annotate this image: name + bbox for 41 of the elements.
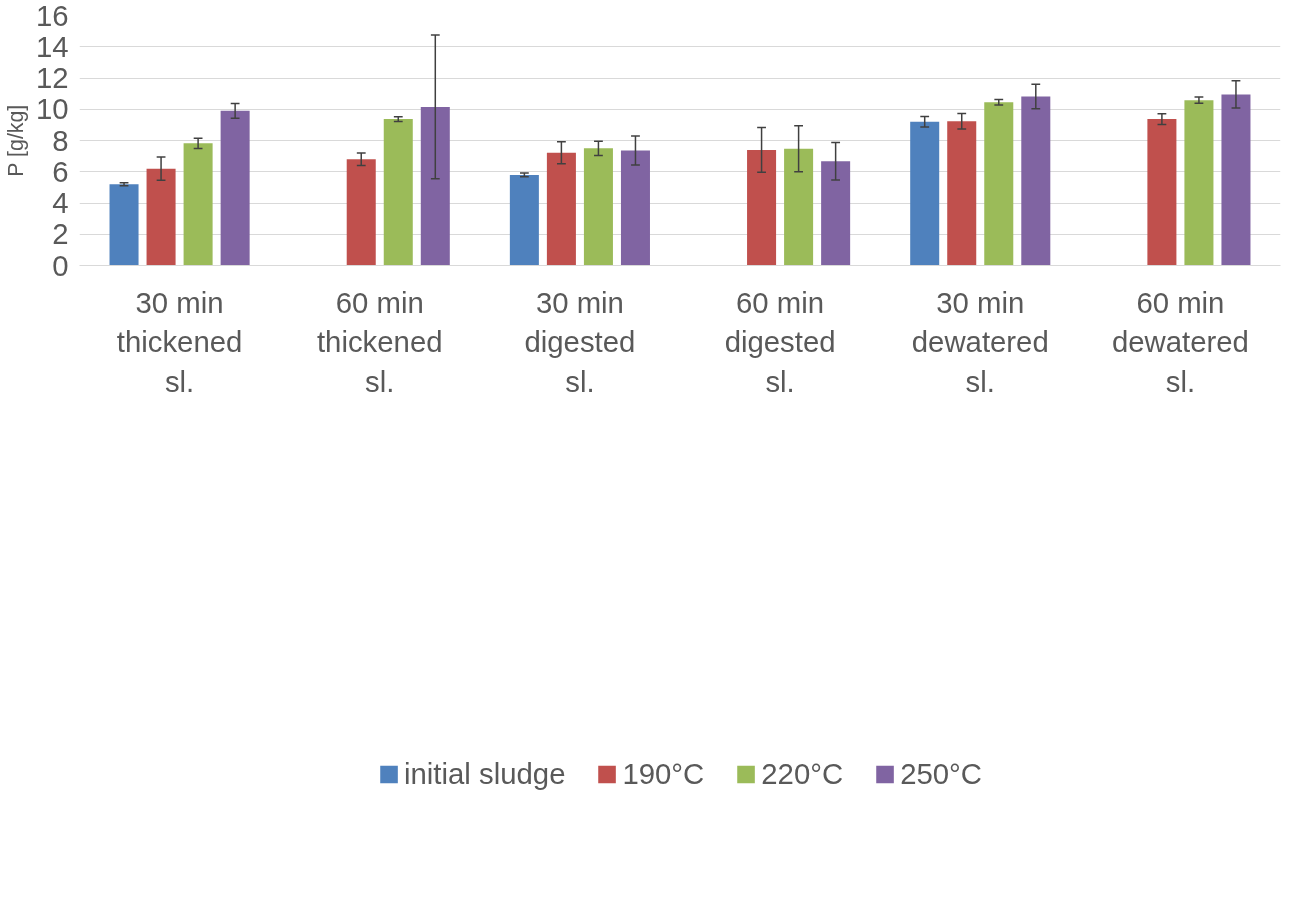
bar (546, 152, 576, 266)
x-tick-label: 60 min dewatered sl. (1111, 285, 1249, 398)
x-tick-label: 30 min digested sl. (524, 285, 636, 398)
bar (910, 121, 940, 266)
bar (383, 119, 413, 266)
y-tick-label: 16 (35, 0, 69, 32)
y-tick-label: 4 (52, 186, 69, 219)
bar (346, 159, 376, 266)
bar (947, 121, 977, 266)
bar (183, 143, 213, 266)
legend-label: initial sludge (404, 757, 566, 791)
y-tick-label: 6 (52, 154, 69, 188)
y-tick-label: 10 (35, 92, 69, 126)
x-tick-label: 30 min thickened sl. (116, 285, 243, 398)
bar (984, 102, 1014, 266)
y-axis-title: P [g/kg] (3, 104, 28, 177)
x-tick-label: 60 min thickened sl. (316, 285, 443, 398)
y-tick-label: 0 (52, 248, 69, 282)
bar (420, 106, 450, 266)
bar (109, 184, 139, 266)
y-tick-label: 14 (35, 29, 69, 63)
bar (146, 168, 176, 266)
bar (220, 110, 250, 266)
bar (1147, 119, 1177, 266)
bar (747, 149, 777, 266)
bar (1221, 94, 1251, 266)
x-tick-label: 60 min digested sl. (724, 285, 836, 398)
bar (1021, 96, 1051, 266)
x-tick-label: 30 min dewatered sl. (911, 285, 1049, 398)
bar (620, 150, 650, 266)
bar (784, 148, 814, 266)
bar (509, 174, 539, 266)
bar (583, 148, 613, 266)
legend-label: 190°C (622, 757, 705, 791)
y-tick-label: 12 (35, 61, 69, 94)
y-tick-label: 8 (52, 123, 69, 157)
bar (1184, 100, 1214, 266)
y-tick-label: 2 (52, 217, 69, 251)
legend-label: 250°C (900, 757, 982, 791)
legend-label: 220°C (761, 757, 844, 791)
bar (821, 161, 851, 266)
